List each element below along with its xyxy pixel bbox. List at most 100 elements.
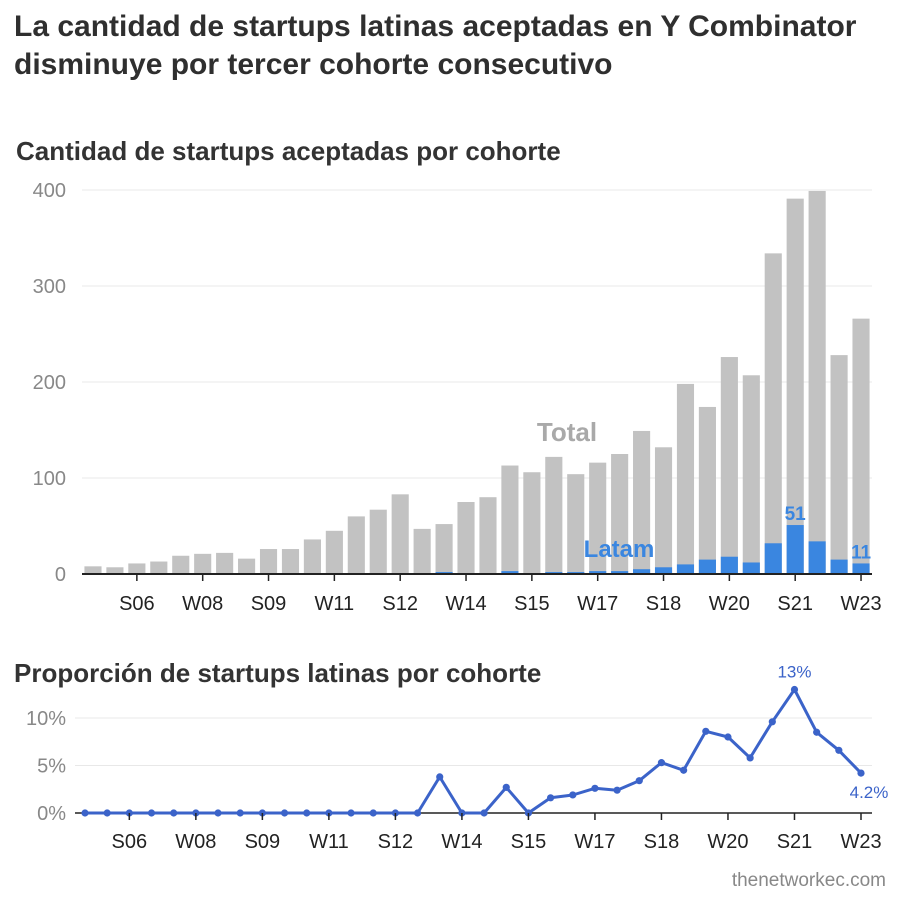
proportion-point <box>768 718 776 726</box>
latam-last-label: 11 <box>851 542 872 563</box>
bar-x-tick-label: S15 <box>514 593 550 615</box>
total-bar <box>676 383 695 574</box>
proportion-point <box>657 759 666 767</box>
total-bar <box>303 539 321 574</box>
bar-x-tick-labels: S06 W08 S09 W11 S12 W14 S15 W17 S18 W20 S21 W23 <box>119 574 882 615</box>
proportion-point <box>170 809 178 817</box>
total-bar <box>106 567 124 574</box>
total-bar <box>501 465 519 574</box>
latam-bar <box>633 569 651 574</box>
proportion-point <box>369 809 377 817</box>
line-y-tick-label: 5% <box>37 756 66 778</box>
latam-bar <box>698 559 716 574</box>
total-bar <box>259 549 278 574</box>
bar-chart: 0 100 200 300 400 S06 W08 S09 W11 S12 W14 S15 W17 S1… <box>33 180 882 615</box>
line-y-tick-label: 10% <box>26 708 66 730</box>
total-bar <box>369 509 387 574</box>
line-x-tick-label: S18 <box>644 831 680 853</box>
proportion-point <box>502 783 510 791</box>
proportion-point <box>236 809 244 817</box>
bar-y-tick-label: 400 <box>33 180 66 202</box>
proportion-point <box>813 728 821 736</box>
total-bar <box>435 524 453 574</box>
bar-x-tick-label: W17 <box>577 593 618 615</box>
proportion-point <box>147 809 156 817</box>
latam-bar <box>654 567 673 574</box>
line-gridlines <box>75 717 872 766</box>
total-bar <box>128 563 146 574</box>
line-x-tick-labels: S06 W08 S09 W11 S12 W14 S15 W17 S18 W20 S21 W23 <box>112 813 882 853</box>
proportion-point <box>702 727 710 735</box>
total-bar <box>457 502 475 574</box>
total-bar <box>545 456 563 574</box>
proportion-point <box>724 733 732 741</box>
total-bar <box>281 549 300 574</box>
bar-chart-title: Cantidad de startups aceptadas por cohor… <box>16 136 561 166</box>
line-x-tick-label: W14 <box>441 831 482 853</box>
total-bar <box>523 472 541 574</box>
bar-y-tick-label: 100 <box>33 468 66 490</box>
latam-bar <box>786 525 804 574</box>
line-x-tick-label: W23 <box>840 831 881 853</box>
proportion-point <box>680 766 688 774</box>
proportion-point <box>835 746 843 754</box>
latam-bar <box>764 543 782 574</box>
bar-x-tick-label: W20 <box>709 593 750 615</box>
proportion-last-label: 4.2% <box>850 783 889 802</box>
total-bar <box>633 430 651 574</box>
proportion-point <box>547 794 555 802</box>
total-bar <box>830 355 848 574</box>
latam-bar <box>589 571 607 574</box>
line-annotations: 13% 4.2% <box>777 663 888 803</box>
total-bar <box>808 190 826 574</box>
line-x-tick-label: W11 <box>309 831 349 853</box>
total-bar <box>611 454 629 574</box>
bar-y-tick-label: 200 <box>33 372 66 394</box>
proportion-point <box>81 809 89 817</box>
latam-peak-label: 51 <box>785 504 807 525</box>
total-bar <box>479 497 497 574</box>
line-y-tick-label: 0% <box>37 803 66 825</box>
proportion-point <box>591 784 599 792</box>
line-x-tick-label: S21 <box>777 831 813 853</box>
latam-bar <box>742 562 760 574</box>
total-bar <box>742 375 760 574</box>
total-bar <box>654 447 673 574</box>
line-chart-title: Proporción de startups latinas por cohor… <box>14 658 542 688</box>
total-bar <box>238 558 256 574</box>
proportion-point <box>635 777 643 785</box>
bar-x-tick-label: S06 <box>119 593 155 615</box>
total-bars <box>84 190 870 575</box>
line-x-tick-label: S12 <box>378 831 414 853</box>
latam-bar <box>830 559 848 574</box>
latam-bar <box>501 571 519 574</box>
proportion-point <box>347 809 355 817</box>
line-x-tick-label: W08 <box>175 831 216 853</box>
latam-bar <box>808 541 826 574</box>
total-bar <box>720 357 738 574</box>
total-bar <box>216 552 234 574</box>
proportion-point <box>413 809 422 817</box>
total-bar <box>852 318 870 574</box>
latam-bar <box>852 563 870 574</box>
latam-bar <box>676 564 695 574</box>
total-bar <box>347 516 365 574</box>
total-bar <box>150 561 168 574</box>
proportion-point <box>613 786 621 794</box>
proportion-point <box>746 754 754 762</box>
bar-x-tick-label: S09 <box>251 593 287 615</box>
proportion-point <box>436 773 444 781</box>
proportion-point <box>857 769 865 777</box>
chart-title: La cantidad de startups latinas aceptada… <box>14 10 857 81</box>
bar-x-tick-label: W23 <box>840 593 881 615</box>
bar-y-tick-labels: 0 100 200 300 400 <box>33 180 66 586</box>
bar-y-tick-label: 300 <box>33 276 66 298</box>
bar-x-tick-label: S21 <box>777 593 813 615</box>
total-bar <box>84 566 102 574</box>
proportion-point <box>303 809 311 817</box>
proportion-point <box>280 809 289 817</box>
line-x-tick-label: W20 <box>707 831 748 853</box>
total-bar <box>567 474 585 574</box>
total-bar <box>413 528 431 574</box>
proportion-point <box>790 685 799 694</box>
